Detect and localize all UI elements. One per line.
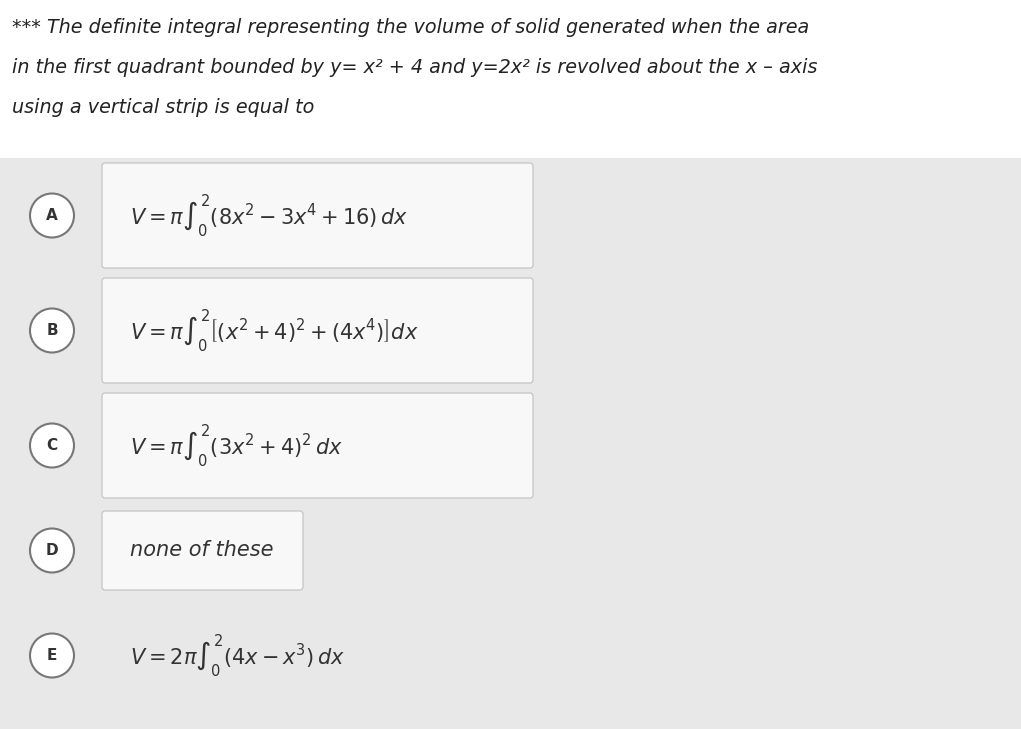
FancyBboxPatch shape [0, 503, 1021, 598]
FancyBboxPatch shape [0, 388, 1021, 503]
FancyBboxPatch shape [102, 278, 533, 383]
FancyBboxPatch shape [102, 163, 533, 268]
FancyBboxPatch shape [0, 598, 1021, 713]
Text: A: A [46, 208, 58, 223]
Circle shape [30, 193, 74, 238]
FancyBboxPatch shape [102, 511, 303, 590]
Circle shape [30, 424, 74, 467]
Text: B: B [46, 323, 58, 338]
Text: $V= \pi \int_{0}^{2}(8x^2 - 3x^4 + 16)\,dx$: $V= \pi \int_{0}^{2}(8x^2 - 3x^4 + 16)\,… [130, 192, 408, 239]
Text: $V= \pi \int_{0}^{2}(3x^2+4)^2\,dx$: $V= \pi \int_{0}^{2}(3x^2+4)^2\,dx$ [130, 422, 343, 469]
FancyBboxPatch shape [102, 393, 533, 498]
FancyBboxPatch shape [0, 158, 1021, 273]
Circle shape [30, 529, 74, 572]
Text: E: E [47, 648, 57, 663]
Text: $V= 2\pi \int_{0}^{2}(4x - x^3)\,dx$: $V= 2\pi \int_{0}^{2}(4x - x^3)\,dx$ [130, 632, 345, 679]
Text: none of these: none of these [130, 540, 274, 561]
Circle shape [30, 634, 74, 677]
FancyBboxPatch shape [0, 273, 1021, 388]
Text: $V= \pi \int_{0}^{2}\left[(x^2+4)^2 + (4x^4)\right]dx$: $V= \pi \int_{0}^{2}\left[(x^2+4)^2 + (4… [130, 307, 419, 354]
Text: D: D [46, 543, 58, 558]
Text: *** The definite integral representing the volume of solid generated when the ar: *** The definite integral representing t… [12, 18, 810, 37]
Text: using a vertical strip is equal to: using a vertical strip is equal to [12, 98, 314, 117]
Circle shape [30, 308, 74, 353]
Text: in the first quadrant bounded by y= x² + 4 and y=2x² is revolved about the x – a: in the first quadrant bounded by y= x² +… [12, 58, 818, 77]
Text: C: C [46, 438, 57, 453]
FancyBboxPatch shape [0, 0, 1021, 158]
